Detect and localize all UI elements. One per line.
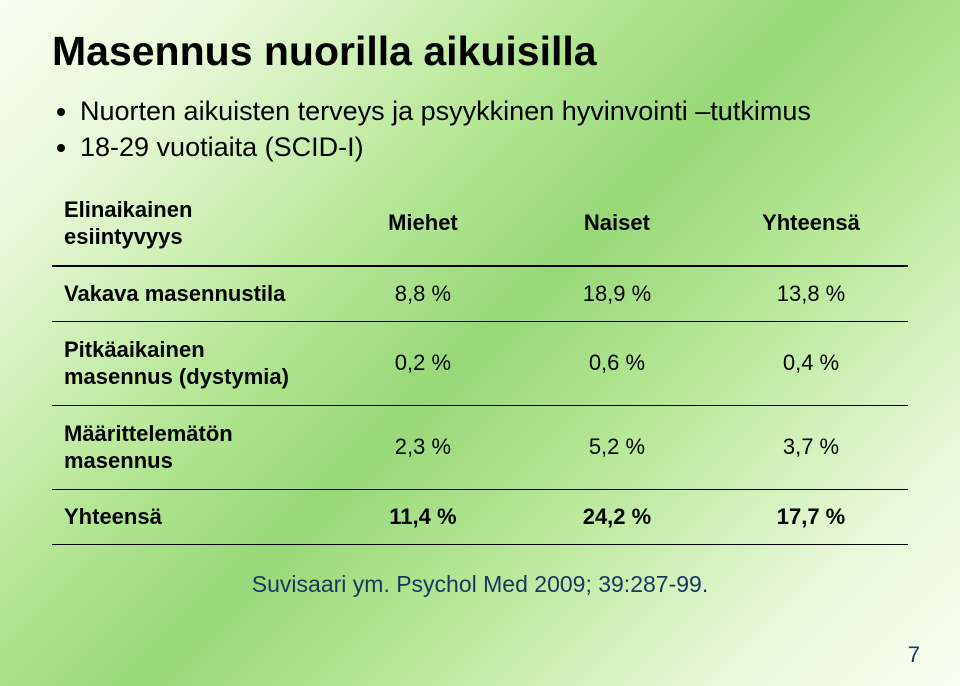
cell: 5,2 % [520,405,714,489]
cell: 13,8 % [714,266,908,322]
row-label: Määrittelemätön masennus [52,405,326,489]
citation: Suvisaari ym. Psychol Med 2009; 39:287-9… [52,571,908,598]
row-label: Vakava masennustila [52,266,326,322]
cell: 3,7 % [714,405,908,489]
cell: 0,4 % [714,321,908,405]
footer-cell: 24,2 % [520,489,714,544]
cell: 0,2 % [326,321,520,405]
header-col-0-line2: esiintyvyys [64,223,318,251]
slide: Masennus nuorilla aikuisilla Nuorten aik… [0,0,960,686]
prevalence-table: Elinaikainen esiintyvyys Miehet Naiset Y… [52,182,908,545]
header-col-1: Miehet [326,182,520,266]
footer-cell: 11,4 % [326,489,520,544]
slide-title: Masennus nuorilla aikuisilla [52,28,908,75]
header-col-0-line1: Elinaikainen [64,196,318,224]
bullet-list: Nuorten aikuisten terveys ja psyykkinen … [80,93,908,166]
row-label-line: Pitkäaikainen [64,336,318,364]
footer-label: Yhteensä [52,489,326,544]
cell: 8,8 % [326,266,520,322]
table-header-row: Elinaikainen esiintyvyys Miehet Naiset Y… [52,182,908,266]
table-row: Määrittelemätön masennus 2,3 % 5,2 % 3,7… [52,405,908,489]
table-footer-row: Yhteensä 11,4 % 24,2 % 17,7 % [52,489,908,544]
row-label-line: masennus (dystymia) [64,363,318,391]
footer-cell: 17,7 % [714,489,908,544]
bullet-item: 18-29 vuotiaita (SCID-I) [80,129,908,165]
table-row: Pitkäaikainen masennus (dystymia) 0,2 % … [52,321,908,405]
row-label-line: masennus [64,447,318,475]
table-row: Vakava masennustila 8,8 % 18,9 % 13,8 % [52,266,908,322]
header-col-2: Naiset [520,182,714,266]
row-label: Pitkäaikainen masennus (dystymia) [52,321,326,405]
cell: 18,9 % [520,266,714,322]
bullet-item: Nuorten aikuisten terveys ja psyykkinen … [80,93,908,129]
page-number: 7 [908,642,920,668]
cell: 0,6 % [520,321,714,405]
cell: 2,3 % [326,405,520,489]
row-label-line: Määrittelemätön [64,420,318,448]
header-col-0: Elinaikainen esiintyvyys [52,182,326,266]
header-col-3: Yhteensä [714,182,908,266]
